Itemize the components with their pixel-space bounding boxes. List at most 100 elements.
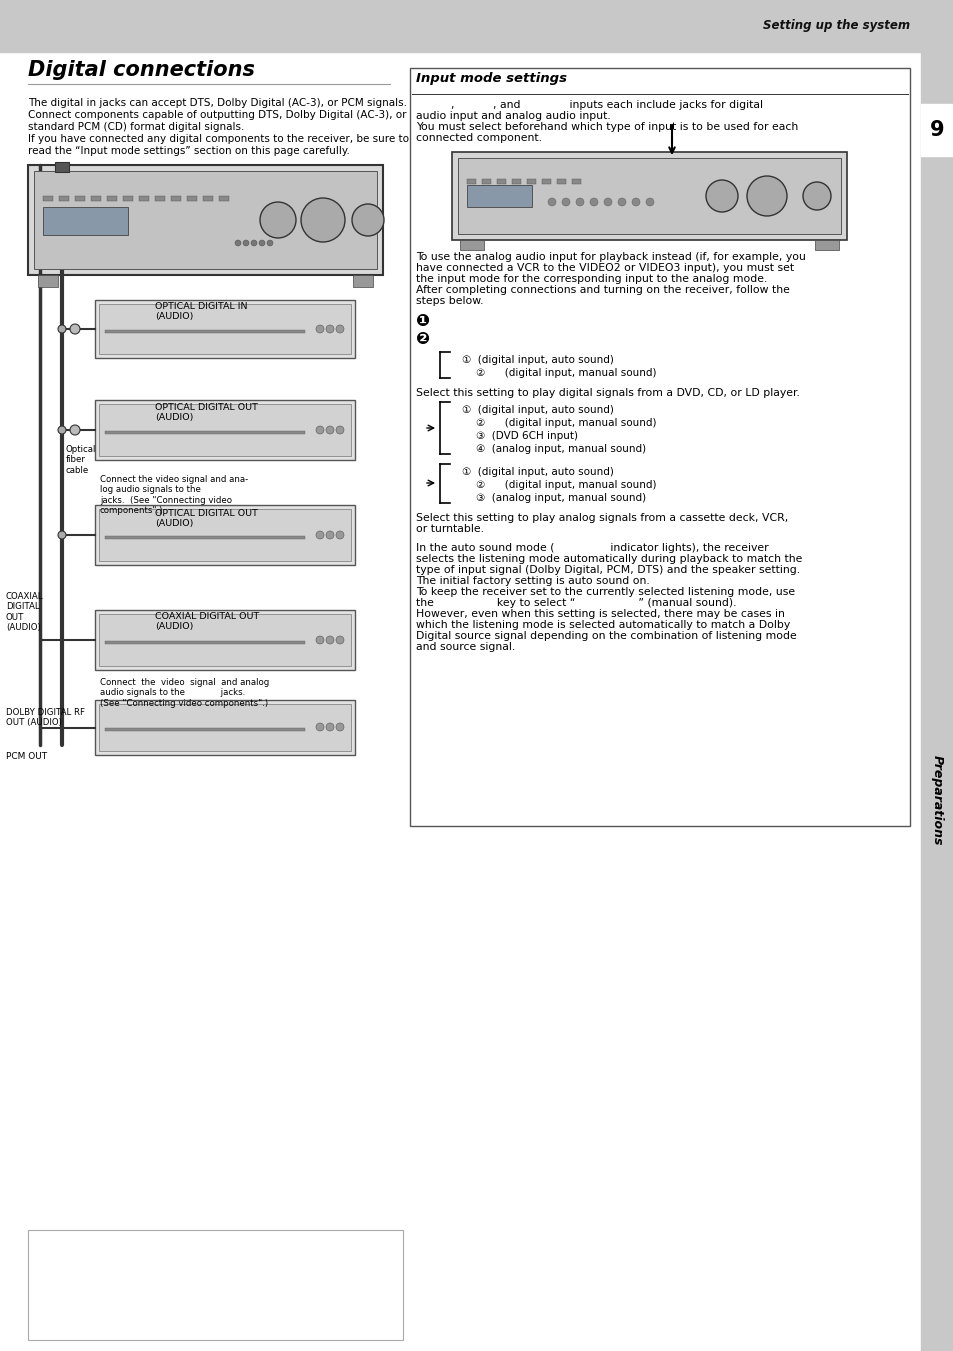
Text: Digital connections: Digital connections	[28, 59, 254, 80]
Circle shape	[335, 723, 344, 731]
Bar	[34, 172, 376, 269]
Bar	[99, 704, 351, 751]
Text: OPTICAL DIGITAL IN
(AUDIO): OPTICAL DIGITAL IN (AUDIO)	[154, 303, 247, 322]
Circle shape	[547, 199, 556, 205]
Bar	[353, 276, 373, 286]
Circle shape	[315, 636, 324, 644]
Text: Setting up the system: Setting up the system	[762, 19, 909, 32]
Circle shape	[260, 203, 295, 238]
Text: and source signal.: and source signal.	[416, 642, 515, 653]
Text: Connect the video signal and ana-
log audio signals to the
jacks.  (See "Connect: Connect the video signal and ana- log au…	[100, 476, 248, 515]
Circle shape	[258, 240, 265, 246]
Text: ①  (digital input, auto sound): ① (digital input, auto sound)	[461, 355, 613, 365]
Bar	[572, 178, 580, 184]
Bar	[99, 404, 351, 457]
Text: Connect  the  video  signal  and analog
audio signals to the             jacks.
: Connect the video signal and analog audi…	[100, 678, 269, 708]
Text: have connected a VCR to the VIDEO2 or VIDEO3 input), you must set: have connected a VCR to the VIDEO2 or VI…	[416, 263, 793, 273]
Text: ③  (analog input, manual sound): ③ (analog input, manual sound)	[476, 493, 645, 503]
Bar	[920, 51, 953, 1351]
Bar	[28, 165, 382, 276]
Circle shape	[267, 240, 273, 246]
Circle shape	[335, 531, 344, 539]
Circle shape	[326, 531, 334, 539]
Text: Digital source signal depending on the combination of listening mode: Digital source signal depending on the c…	[416, 631, 796, 640]
Text: standard PCM (CD) format digital signals.: standard PCM (CD) format digital signals…	[28, 122, 244, 132]
Bar	[43, 196, 53, 201]
Bar	[105, 728, 305, 731]
Bar	[219, 196, 229, 201]
Bar	[123, 196, 132, 201]
Text: connected component.: connected component.	[416, 132, 541, 143]
Bar	[95, 700, 355, 755]
Bar	[38, 276, 58, 286]
Circle shape	[335, 426, 344, 434]
Bar	[512, 178, 520, 184]
Circle shape	[631, 199, 639, 205]
Bar	[95, 505, 355, 565]
Bar	[0, 0, 953, 51]
Text: The digital in jacks can accept DTS, Dolby Digital (AC-3), or PCM signals.: The digital in jacks can accept DTS, Dol…	[28, 99, 407, 108]
Text: Connect components capable of outputting DTS, Dolby Digital (AC-3), or: Connect components capable of outputting…	[28, 109, 406, 120]
Circle shape	[243, 240, 249, 246]
Text: the input mode for the corresponding input to the analog mode.: the input mode for the corresponding inp…	[416, 274, 766, 284]
Bar	[481, 178, 491, 184]
Circle shape	[326, 636, 334, 644]
Bar	[139, 196, 149, 201]
Bar	[467, 178, 476, 184]
Text: If you have connected any digital components to the receiver, be sure to: If you have connected any digital compon…	[28, 134, 409, 145]
Circle shape	[58, 326, 66, 332]
Circle shape	[301, 199, 345, 242]
Bar	[410, 68, 909, 825]
Circle shape	[705, 180, 738, 212]
Bar	[105, 330, 305, 332]
Text: OPTICAL DIGITAL OUT
(AUDIO): OPTICAL DIGITAL OUT (AUDIO)	[154, 509, 257, 528]
Bar	[459, 240, 483, 250]
Text: However, even when this setting is selected, there may be cases in: However, even when this setting is selec…	[416, 609, 784, 619]
Circle shape	[645, 199, 654, 205]
Circle shape	[802, 182, 830, 209]
Circle shape	[576, 199, 583, 205]
Bar	[541, 178, 551, 184]
Circle shape	[335, 636, 344, 644]
Bar	[95, 611, 355, 670]
Text: Select this setting to play digital signals from a DVD, CD, or LD player.: Select this setting to play digital sign…	[416, 388, 799, 399]
Circle shape	[326, 723, 334, 731]
Text: or turntable.: or turntable.	[416, 524, 483, 534]
Bar	[452, 153, 846, 240]
Text: DOLBY DIGITAL RF
OUT (AUDIO): DOLBY DIGITAL RF OUT (AUDIO)	[6, 708, 85, 727]
Bar	[107, 196, 117, 201]
Bar	[95, 400, 355, 459]
Bar	[28, 1229, 402, 1340]
Circle shape	[315, 426, 324, 434]
Text: ②      (digital input, manual sound): ② (digital input, manual sound)	[476, 367, 656, 378]
Bar	[59, 196, 69, 201]
Bar	[75, 196, 85, 201]
Text: The initial factory setting is auto sound on.: The initial factory setting is auto soun…	[416, 576, 649, 586]
Text: the                  key to select “                  ” (manual sound).: the key to select “ ” (manual sound).	[416, 598, 736, 608]
Text: steps below.: steps below.	[416, 296, 483, 305]
Circle shape	[326, 426, 334, 434]
Text: read the “Input mode settings” section on this page carefully.: read the “Input mode settings” section o…	[28, 146, 350, 155]
Bar	[467, 185, 532, 207]
Text: In the auto sound mode (                indicator lights), the receiver: In the auto sound mode ( indicator light…	[416, 543, 768, 553]
Circle shape	[315, 326, 324, 332]
Circle shape	[603, 199, 612, 205]
Bar	[497, 178, 505, 184]
Text: To use the analog audio input for playback instead (if, for example, you: To use the analog audio input for playba…	[416, 253, 805, 262]
Text: ②      (digital input, manual sound): ② (digital input, manual sound)	[476, 417, 656, 428]
Circle shape	[70, 324, 80, 334]
Bar	[43, 207, 128, 235]
Bar	[920, 104, 953, 155]
Circle shape	[589, 199, 598, 205]
Bar	[557, 178, 565, 184]
Bar	[171, 196, 181, 201]
Circle shape	[58, 426, 66, 434]
Text: After completing connections and turning on the receiver, follow the: After completing connections and turning…	[416, 285, 789, 295]
Text: selects the listening mode automatically during playback to match the: selects the listening mode automatically…	[416, 554, 801, 563]
Text: COAXIAL DIGITAL OUT
(AUDIO): COAXIAL DIGITAL OUT (AUDIO)	[154, 612, 259, 631]
Text: Input mode settings: Input mode settings	[416, 72, 566, 85]
Text: You must select beforehand which type of input is to be used for each: You must select beforehand which type of…	[416, 122, 798, 132]
Circle shape	[234, 240, 241, 246]
Bar	[55, 162, 69, 172]
Text: Preparations: Preparations	[929, 755, 943, 846]
